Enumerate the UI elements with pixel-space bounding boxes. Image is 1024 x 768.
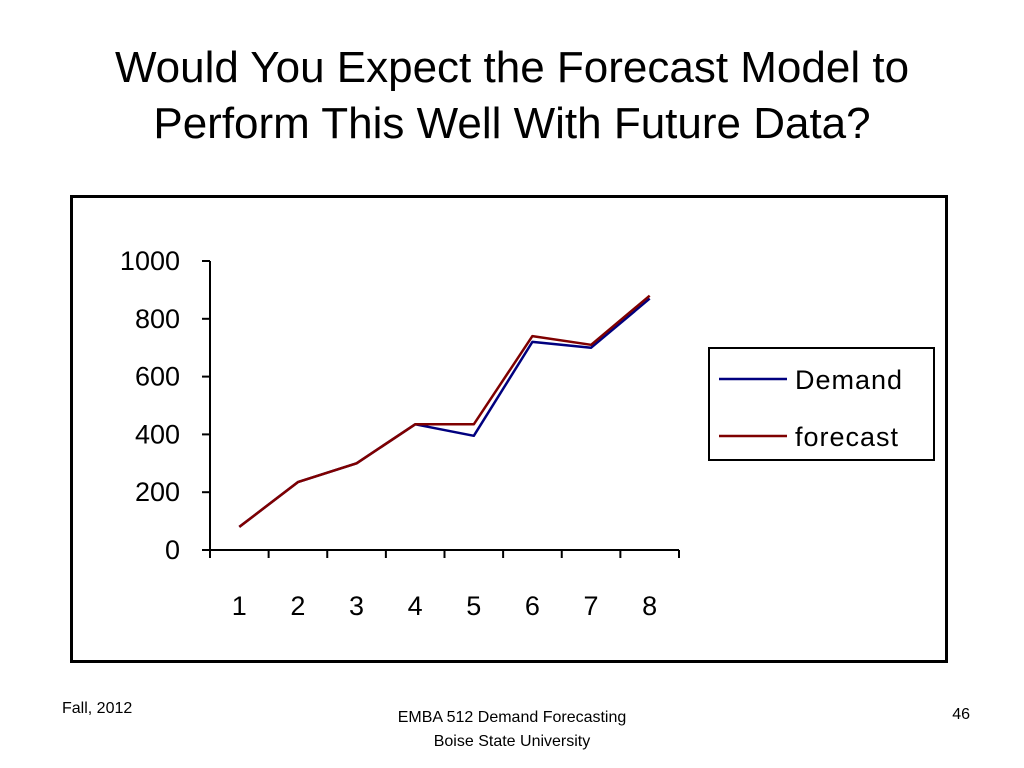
x-tick-label: 1 — [232, 591, 247, 621]
footer-date: Fall, 2012 — [62, 700, 133, 717]
y-tick-label: 600 — [135, 362, 180, 392]
legend-label-forecast: forecast — [795, 422, 899, 452]
x-tick-label: 7 — [584, 591, 599, 621]
slide-title: Would You Expect the Forecast Model to P… — [60, 40, 964, 152]
x-tick-label: 8 — [642, 591, 657, 621]
chart-frame: 0 200 400 600 800 1000 1 2 3 4 5 6 7 8 Demand forecast — [70, 195, 948, 663]
chart-axes: 0 200 400 600 800 1000 1 2 3 4 5 6 7 8 — [120, 246, 680, 621]
legend-box — [708, 347, 935, 461]
footer-course-name: EMBA 512 Demand Forecasting — [397, 709, 627, 726]
y-tick-label: 800 — [135, 304, 180, 334]
series-line-forecast — [238, 294, 651, 528]
x-tick-label: 3 — [349, 591, 364, 621]
y-tick-label: 0 — [165, 535, 180, 565]
slide-number: 46 — [952, 706, 970, 723]
slide-title-line-2: Perform This Well With Future Data? — [153, 99, 871, 148]
footer-institution: Boise State University — [433, 733, 591, 750]
y-tick-label: 1000 — [120, 246, 180, 276]
chart-series — [238, 294, 651, 528]
y-tick-label: 200 — [135, 477, 180, 507]
y-tick-label: 400 — [135, 419, 180, 449]
x-tick-label: 2 — [290, 591, 305, 621]
x-tick-label: 6 — [525, 591, 540, 621]
chart-legend: Demand forecast — [708, 347, 935, 461]
slide-title-line-1: Would You Expect the Forecast Model to — [114, 43, 910, 92]
x-tick-label: 4 — [408, 591, 423, 621]
series-line-demand — [238, 297, 651, 528]
footer-course: EMBA 512 Demand Forecasting Boise State … — [312, 706, 712, 754]
x-tick-label: 5 — [466, 591, 481, 621]
legend-label-demand: Demand — [795, 365, 903, 395]
line-chart: 0 200 400 600 800 1000 1 2 3 4 5 6 7 8 Demand forecast — [120, 246, 935, 621]
